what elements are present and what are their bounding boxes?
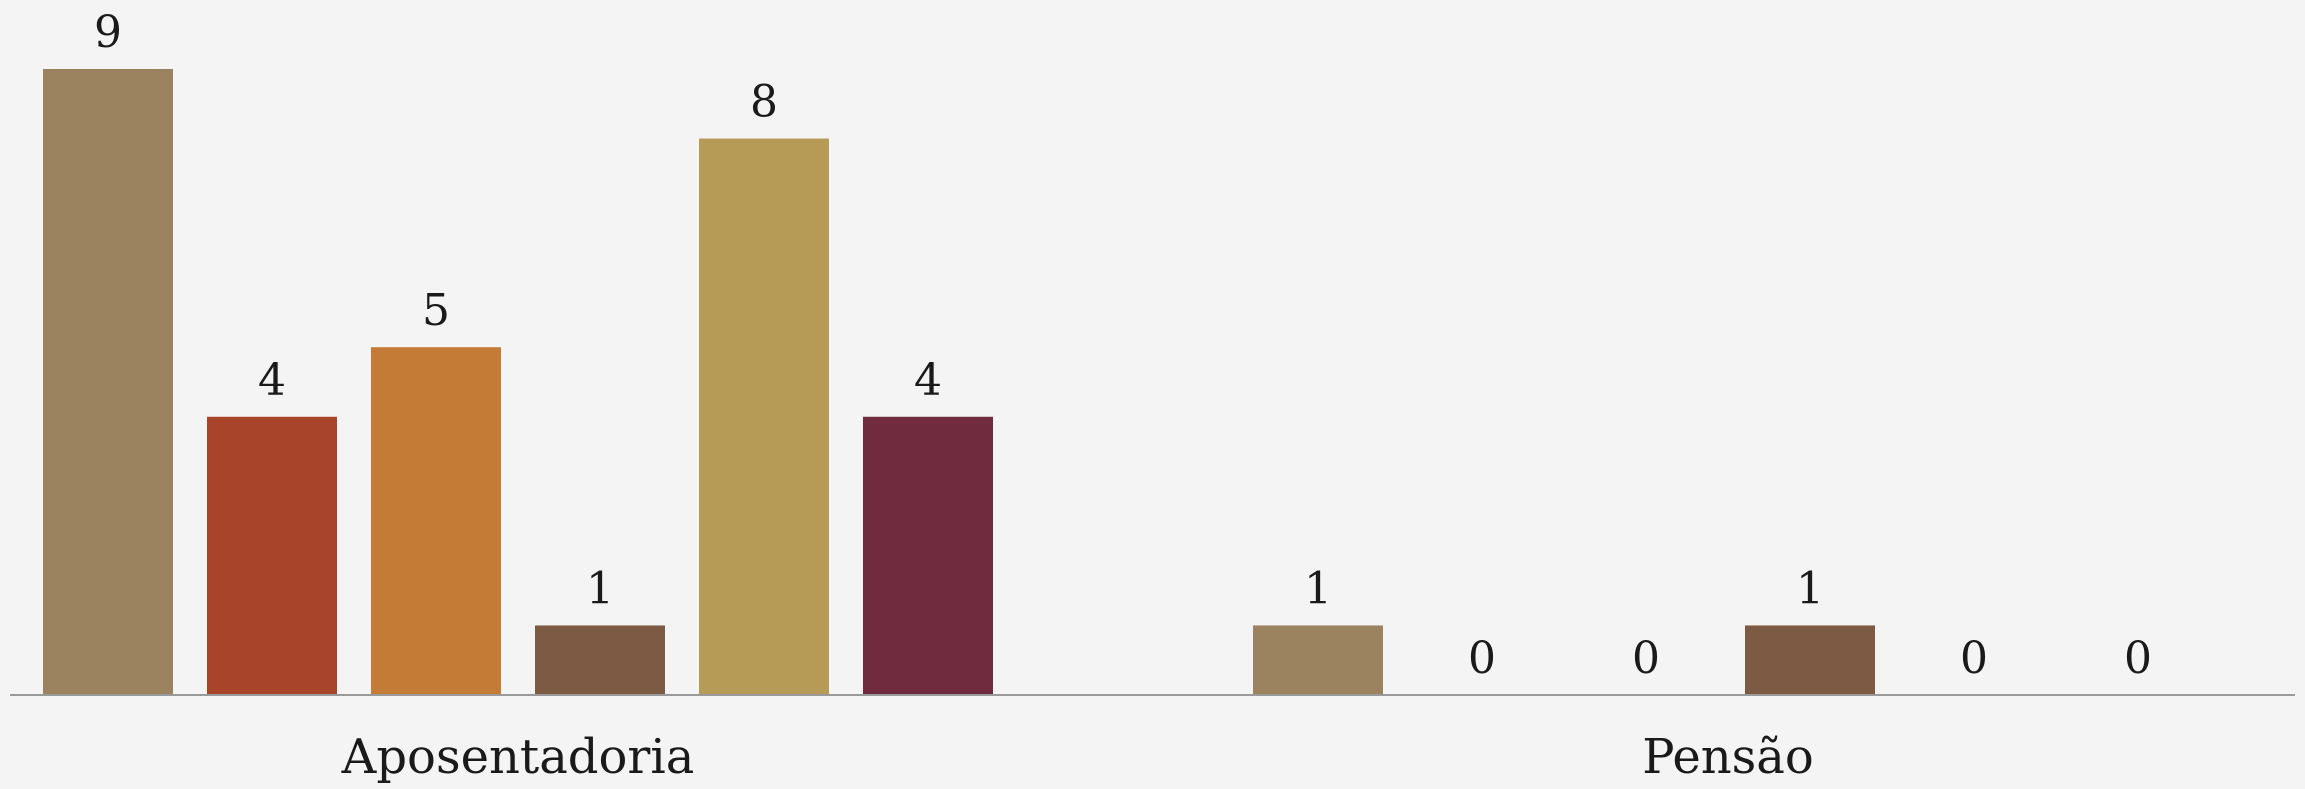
bar-0-2 <box>371 347 501 695</box>
value-label-1-0: 1 <box>1304 563 1332 614</box>
value-label-0-4: 8 <box>750 77 778 128</box>
value-label-1-1: 0 <box>1468 633 1496 684</box>
value-label-1-5: 0 <box>2124 633 2152 684</box>
value-label-0-3: 1 <box>586 563 614 614</box>
value-label-0-1: 4 <box>258 355 286 406</box>
bar-1-0 <box>1253 625 1383 695</box>
value-label-0-5: 4 <box>914 355 942 406</box>
category-label-1: Pensão <box>1642 729 1814 785</box>
bar-0-1 <box>207 416 337 695</box>
value-label-1-2: 0 <box>1632 633 1660 684</box>
category-labels-group: Aposentadoria Pensão <box>341 729 1814 785</box>
value-label-1-3: 1 <box>1796 563 1824 614</box>
value-label-0-0: 9 <box>94 7 122 58</box>
value-label-1-4: 0 <box>1960 633 1988 684</box>
value-labels-group: 9 4 5 1 8 4 1 0 0 1 0 0 <box>94 7 2152 684</box>
bar-1-3 <box>1745 625 1875 695</box>
bar-0-4 <box>699 138 829 696</box>
bars-group <box>43 69 1875 696</box>
value-label-0-2: 5 <box>422 285 450 336</box>
bar-0-0 <box>43 69 173 695</box>
category-label-0: Aposentadoria <box>341 729 695 785</box>
bar-0-3 <box>535 625 665 695</box>
bar-0-5 <box>863 416 993 695</box>
